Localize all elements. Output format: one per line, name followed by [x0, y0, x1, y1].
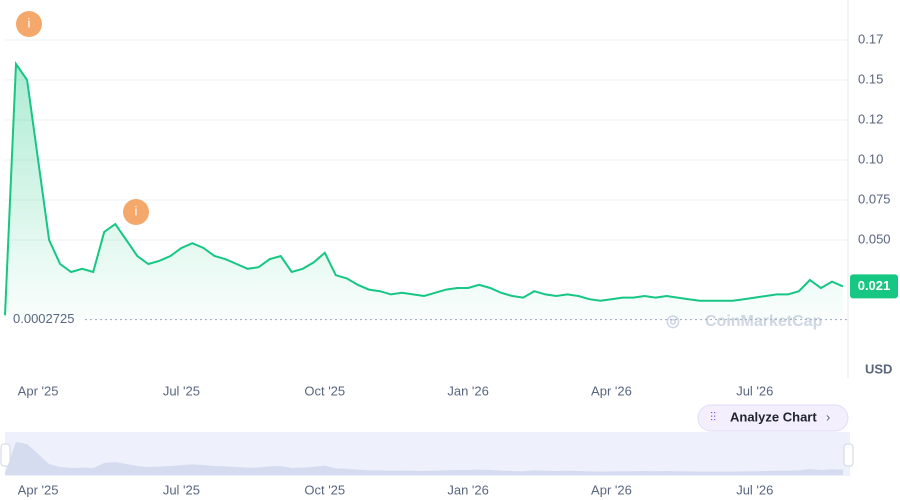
x-tick-label: Jul '25	[163, 383, 200, 398]
navigator-handle[interactable]	[843, 443, 854, 467]
annotation-marker	[123, 199, 149, 225]
annotation-label: i	[135, 203, 138, 218]
navigator-area	[5, 442, 843, 475]
navigator-label: Oct '25	[304, 482, 345, 497]
y-tick-label: 0.17	[858, 31, 883, 46]
x-tick-label: Jul '26	[736, 383, 773, 398]
area	[5, 64, 843, 320]
analyze-button[interactable]: Analyze Chart ⫶⫶ ›	[697, 404, 849, 432]
navigator-handle[interactable]	[0, 443, 11, 467]
navigator-label: Apr '25	[18, 482, 59, 497]
x-tick-label: Jan '26	[447, 383, 489, 398]
price-label: 0.021	[858, 278, 891, 293]
y-tick-label: 0.050	[858, 231, 891, 246]
navigator-label: Jul '26	[736, 482, 773, 497]
navigator-label: Jul '25	[163, 482, 200, 497]
price-badge	[850, 274, 898, 299]
annotation-label: i	[28, 15, 31, 30]
x-tick-label: Oct '25	[304, 383, 345, 398]
navigator-label: Jan '26	[447, 482, 489, 497]
y-tick-label: 0.15	[858, 71, 883, 86]
button-icon: ⫶⫶	[710, 410, 716, 424]
y-tick-label: 0.12	[858, 111, 883, 126]
y-tick-label: 0.10	[858, 151, 883, 166]
line	[4, 60, 844, 316]
button-arrow: ›	[826, 409, 830, 424]
navigator-label: Apr '26	[591, 482, 632, 497]
y-tick-label: 0.075	[858, 191, 891, 206]
x-tick-label: Apr '26	[591, 383, 632, 398]
button-label[interactable]: Analyze Chart	[730, 409, 817, 424]
annotation-marker	[16, 11, 42, 37]
x-tick-label: Apr '25	[18, 383, 59, 398]
currency: USD	[865, 361, 892, 376]
